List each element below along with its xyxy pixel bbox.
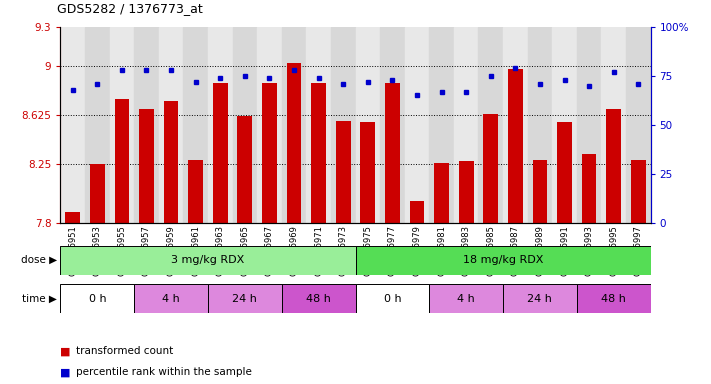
Bar — [356, 27, 380, 223]
Bar — [232, 27, 257, 223]
Bar — [183, 27, 208, 223]
Bar — [208, 284, 282, 313]
Bar — [306, 27, 331, 223]
Bar — [311, 83, 326, 223]
Bar — [385, 83, 400, 223]
Bar — [405, 27, 429, 223]
Text: 3 mg/kg RDX: 3 mg/kg RDX — [171, 255, 245, 265]
Bar — [577, 27, 602, 223]
Text: ■: ■ — [60, 346, 75, 356]
Bar — [429, 284, 503, 313]
Bar — [188, 160, 203, 223]
Text: 48 h: 48 h — [602, 293, 626, 304]
Bar — [356, 246, 651, 275]
Bar — [85, 27, 109, 223]
Text: GDS5282 / 1376773_at: GDS5282 / 1376773_at — [57, 2, 203, 15]
Bar — [208, 27, 232, 223]
Bar — [331, 27, 356, 223]
Bar — [60, 246, 356, 275]
Bar — [582, 154, 597, 223]
Bar — [282, 284, 356, 313]
Text: 4 h: 4 h — [162, 293, 180, 304]
Bar — [287, 63, 301, 223]
Bar — [380, 27, 405, 223]
Text: time ▶: time ▶ — [22, 293, 57, 304]
Bar — [479, 27, 503, 223]
Bar — [528, 27, 552, 223]
Bar — [237, 116, 252, 223]
Bar — [262, 83, 277, 223]
Bar — [557, 122, 572, 223]
Text: 24 h: 24 h — [232, 293, 257, 304]
Bar — [602, 27, 626, 223]
Bar — [336, 121, 351, 223]
Bar — [159, 27, 183, 223]
Bar — [360, 122, 375, 223]
Bar — [257, 27, 282, 223]
Text: ■: ■ — [60, 367, 75, 377]
Text: percentile rank within the sample: percentile rank within the sample — [76, 367, 252, 377]
Bar — [164, 101, 178, 223]
Bar — [356, 284, 429, 313]
Bar — [282, 27, 306, 223]
Bar — [114, 99, 129, 223]
Bar — [109, 27, 134, 223]
Bar — [631, 160, 646, 223]
Text: 0 h: 0 h — [88, 293, 106, 304]
Text: dose ▶: dose ▶ — [21, 255, 57, 265]
Bar — [65, 212, 80, 223]
Bar — [90, 164, 105, 223]
Bar — [134, 27, 159, 223]
Bar — [459, 161, 474, 223]
Text: transformed count: transformed count — [76, 346, 173, 356]
Bar — [60, 284, 134, 313]
Bar — [429, 27, 454, 223]
Bar — [410, 200, 424, 223]
Bar — [454, 27, 479, 223]
Bar — [552, 27, 577, 223]
Bar — [508, 69, 523, 223]
Bar — [434, 163, 449, 223]
Bar — [503, 284, 577, 313]
Bar — [577, 284, 651, 313]
Bar — [60, 27, 85, 223]
Bar — [213, 83, 228, 223]
Text: 48 h: 48 h — [306, 293, 331, 304]
Bar — [503, 27, 528, 223]
Text: 0 h: 0 h — [383, 293, 401, 304]
Bar — [134, 284, 208, 313]
Bar — [606, 109, 621, 223]
Text: 18 mg/kg RDX: 18 mg/kg RDX — [463, 255, 543, 265]
Text: 24 h: 24 h — [528, 293, 552, 304]
Bar — [533, 160, 547, 223]
Text: 4 h: 4 h — [457, 293, 475, 304]
Bar — [483, 114, 498, 223]
Bar — [139, 109, 154, 223]
Bar — [626, 27, 651, 223]
